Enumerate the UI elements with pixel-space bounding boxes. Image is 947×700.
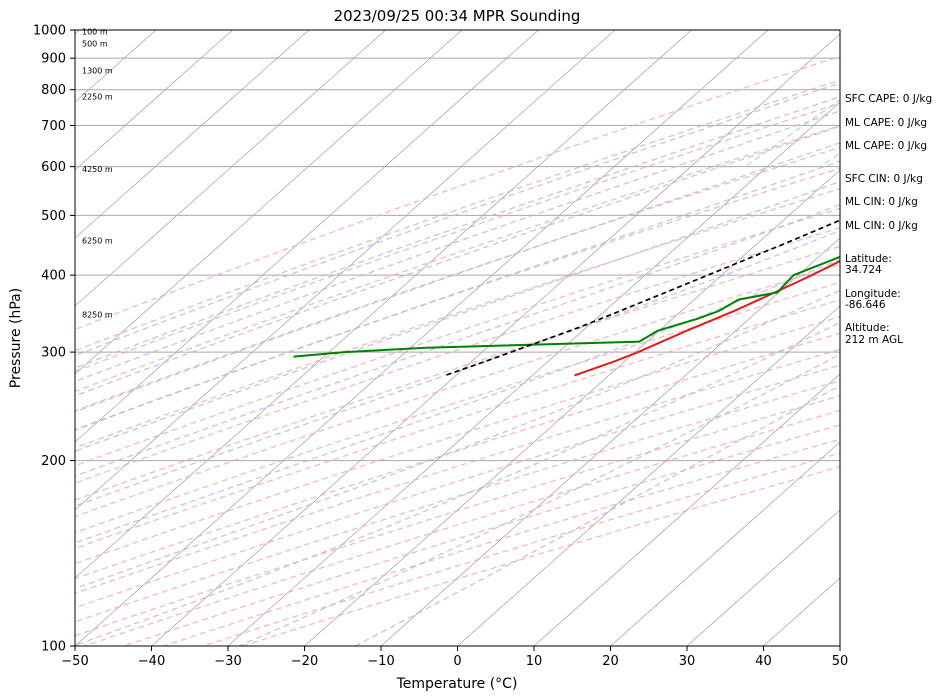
dry-adiabat: [75, 332, 840, 580]
y-tick-label: 400: [41, 269, 66, 284]
altitude-labels: 100 m 500 m 1300 m 2250 m 4250 m 6250 m 8250 m: [82, 27, 113, 319]
y-tick-label: 900: [41, 52, 66, 67]
altitude-label: 8250 m: [82, 311, 113, 320]
sounding-parameters: SFC CAPE: 0 J/kg ML CAPE: 0 J/kg ML CAPE: …: [845, 93, 932, 346]
sounding-parameter: ML CAPE: 0 J/kg: [845, 140, 927, 152]
sounding-parameter: 34.724: [845, 264, 882, 276]
isotherm-line: [380, 237, 840, 646]
y-tick-label: 1000: [33, 24, 66, 39]
dry-adiabat: [75, 55, 840, 331]
y-tick-label: 200: [41, 454, 66, 469]
altitude-label: 2250 m: [82, 92, 113, 101]
series-lines: [293, 219, 840, 377]
sounding-parameter: SFC CIN: 0 J/kg: [845, 173, 923, 185]
sounding-parameter: SFC CAPE: 0 J/kg: [845, 93, 932, 105]
altitude-label: 100 m: [82, 27, 108, 36]
sounding-parameter: Longitude:: [845, 288, 901, 300]
dry-adiabat: [75, 146, 840, 412]
sounding-parameter: ML CIN: 0 J/kg: [845, 220, 918, 232]
dry-adiabat: [75, 102, 840, 373]
isotherm-line: [75, 30, 463, 375]
moist-adiabat: [75, 321, 840, 646]
y-tick-label: 800: [41, 83, 66, 98]
isotherm-line: [227, 101, 840, 646]
y-axis: 1000 900 800 700 600 500 400 300 200 100: [33, 24, 75, 655]
isotherm-line: [0, 30, 3, 646]
chart-title: 2023/09/25 00:34 MPR Sounding: [334, 7, 581, 25]
sounding-parameter: 212 m AGL: [845, 334, 903, 346]
moist-adiabat: [75, 180, 840, 452]
sounding-parameter: -86.646: [845, 299, 886, 311]
y-tick-label: 500: [41, 209, 66, 224]
isotherm-line: [75, 30, 386, 307]
x-tick-label: −10: [367, 654, 394, 669]
sounding-parameter: ML CAPE: 0 J/kg: [845, 117, 927, 129]
y-tick-label: 600: [41, 160, 66, 175]
x-tick-label: −20: [291, 654, 318, 669]
moist-adiabat: [75, 258, 840, 544]
sounding-parameter: Latitude:: [845, 253, 892, 265]
x-tick-label: 20: [602, 654, 619, 669]
sounding-parameter: Altitude:: [845, 322, 890, 334]
dry-adiabat: [75, 364, 840, 609]
x-tick-label: 50: [832, 654, 849, 669]
isotherm-line: [151, 33, 840, 646]
sounding-parameter: ML CIN: 0 J/kg: [845, 196, 918, 208]
isotherm-line: [686, 509, 840, 646]
isotherm-line: [457, 305, 840, 646]
dewpoint-line: [293, 255, 840, 358]
moist-adiabat: [75, 110, 840, 383]
moist-adiabat: [75, 160, 840, 431]
dry-adiabat: [75, 227, 840, 484]
x-tick-label: −40: [138, 654, 165, 669]
y-tick-label: 700: [41, 119, 66, 134]
isotherm-line: [75, 30, 692, 579]
x-tick-label: 30: [679, 654, 696, 669]
isotherm-line: [75, 30, 616, 511]
moist-adiabat: [75, 230, 840, 507]
dry-adiabat: [123, 424, 840, 646]
dry-adiabat: [75, 124, 840, 393]
x-tick-label: −30: [214, 654, 241, 669]
x-tick-label: −50: [61, 654, 88, 669]
isotherm-line: [75, 30, 310, 239]
background-lines: [0, 30, 840, 646]
y-tick-label: 100: [41, 640, 66, 655]
x-axis-title: Temperature (°C): [396, 676, 518, 692]
y-tick-label: 300: [41, 346, 66, 361]
temperature-line: [574, 259, 840, 377]
y-axis-title: Pressure (hPa): [8, 288, 24, 388]
isotherm-line: [75, 30, 769, 646]
dry-adiabat: [75, 316, 840, 565]
x-tick-label: 40: [755, 654, 772, 669]
isotherm-line: [75, 30, 539, 443]
dry-adiabat: [75, 281, 840, 534]
altitude-label: 4250 m: [82, 165, 113, 174]
dry-adiabat: [242, 466, 840, 646]
x-tick-label: 0: [453, 654, 461, 669]
isotherm-line: [75, 30, 233, 171]
x-tick-label: 10: [526, 654, 543, 669]
dry-adiabat: [75, 395, 840, 637]
dry-adiabat: [75, 187, 840, 449]
x-axis: −50 −40 −30 −20 −10 0 10 20 30 40 50: [61, 646, 848, 669]
isotherm-line: [610, 441, 840, 646]
isotherm-line: [304, 169, 840, 646]
dry-adiabat: [75, 167, 840, 431]
altitude-label: 1300 m: [82, 66, 113, 75]
altitude-label: 6250 m: [82, 237, 113, 246]
dry-adiabat: [75, 245, 840, 501]
isotherm-line: [533, 373, 840, 646]
altitude-label: 500 m: [82, 40, 108, 49]
